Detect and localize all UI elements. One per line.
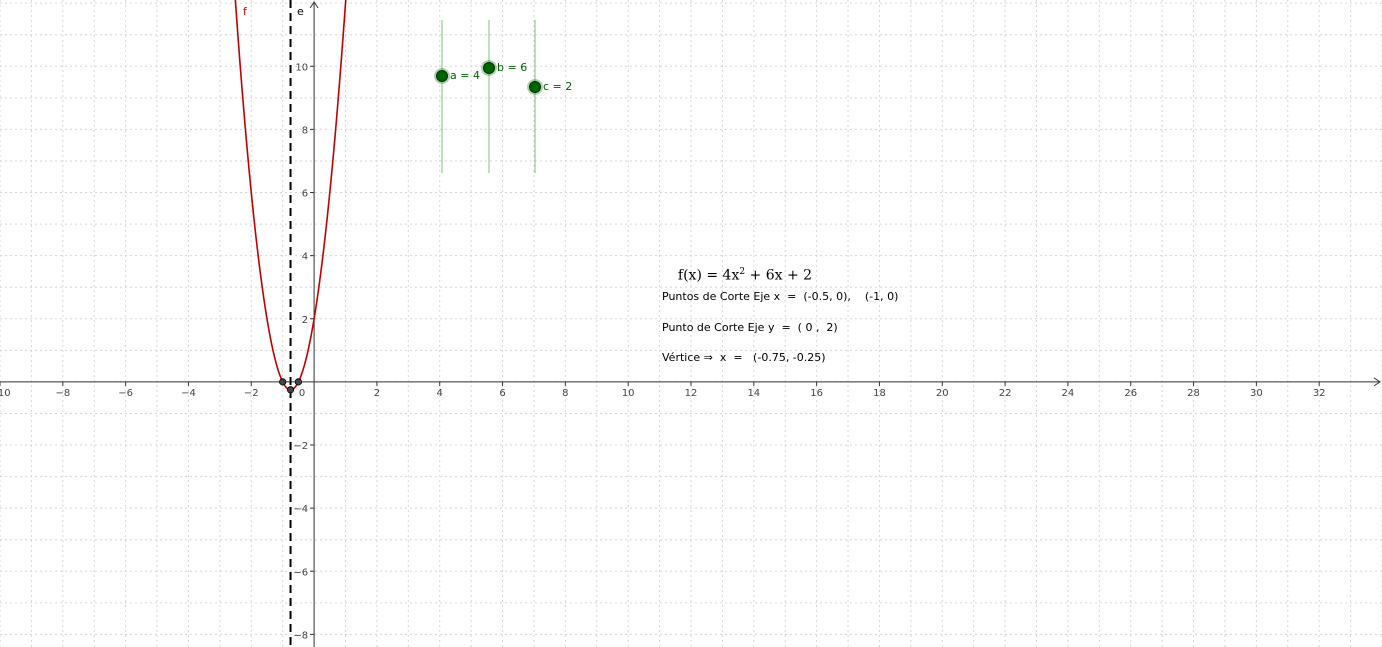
x-axis-arrow-icon [1373, 377, 1381, 387]
function-formula[interactable]: f(x) = 4x2 + 6x + 2 [669, 251, 812, 284]
formula-prefix: f(x) = 4x [677, 267, 740, 284]
formula-suffix: + 6x + 2 [745, 267, 813, 284]
y-tick-label: −8 [293, 630, 308, 641]
intercept-points[interactable] [279, 378, 302, 394]
x-tick-label: 12 [685, 388, 698, 399]
x-tick-label: 14 [747, 388, 760, 399]
y-axis-arrow-icon [309, 1, 319, 9]
slider-knob-a[interactable] [436, 70, 448, 82]
y-tick-label: −4 [293, 504, 308, 515]
vertex-text[interactable]: Vértice ⇒ x = (-0.75, -0.25) [662, 351, 826, 364]
x-tick-label: 16 [810, 388, 823, 399]
x-tick-label: 26 [1124, 388, 1137, 399]
x-tick-label: −2 [244, 388, 259, 399]
graph-point[interactable] [279, 378, 287, 386]
x-tick-label: 6 [499, 388, 505, 399]
y-tick-label: 4 [302, 252, 308, 263]
x-tick-label: 8 [562, 388, 568, 399]
y-tick-label: 8 [302, 125, 308, 136]
origin-tick-label: 0 [299, 388, 305, 399]
x-tick-label: 22 [999, 388, 1012, 399]
slider-label-b: b = 6 [497, 61, 527, 74]
slider-label-a: a = 4 [450, 69, 480, 82]
sliders[interactable]: a = 4 b = 6 c = 2 [434, 20, 572, 173]
y-tick-label: 10 [295, 62, 308, 73]
x-intercepts-text[interactable]: Puntos de Corte Eje x = (-0.5, 0), (-1, … [662, 290, 899, 303]
vertical-line-name-label: e [297, 5, 304, 18]
formula-exponent: 2 [739, 267, 746, 277]
tick-labels: −10−8−6−4−22468101214161820222426283032−… [0, 62, 1326, 641]
x-tick-label: 28 [1187, 388, 1200, 399]
x-tick-label: 18 [873, 388, 886, 399]
graph-point[interactable] [286, 386, 295, 394]
x-tick-label: 30 [1250, 388, 1263, 399]
graph-point[interactable] [294, 378, 302, 386]
x-tick-label: 24 [1062, 388, 1075, 399]
x-tick-label: −6 [118, 388, 133, 399]
x-tick-label: 2 [374, 388, 380, 399]
y-intercept-text[interactable]: Punto de Corte Eje y = ( 0 , 2) [662, 321, 838, 334]
x-tick-label: 32 [1313, 388, 1326, 399]
slider-knob-b[interactable] [483, 62, 495, 74]
x-tick-label: −8 [55, 388, 70, 399]
x-tick-label: 4 [437, 388, 443, 399]
slider-knob-c[interactable] [529, 81, 541, 93]
x-tick-label: 20 [936, 388, 949, 399]
x-tick-label: −10 [0, 388, 11, 399]
y-tick-label: −6 [293, 567, 308, 578]
x-tick-label: 10 [622, 388, 635, 399]
x-tick-label: −4 [181, 388, 196, 399]
slider-label-c: c = 2 [543, 80, 572, 93]
y-tick-label: 6 [302, 189, 308, 200]
function-name-label: f [243, 5, 248, 18]
y-tick-label: 2 [302, 315, 308, 326]
y-tick-label: −2 [293, 441, 308, 452]
